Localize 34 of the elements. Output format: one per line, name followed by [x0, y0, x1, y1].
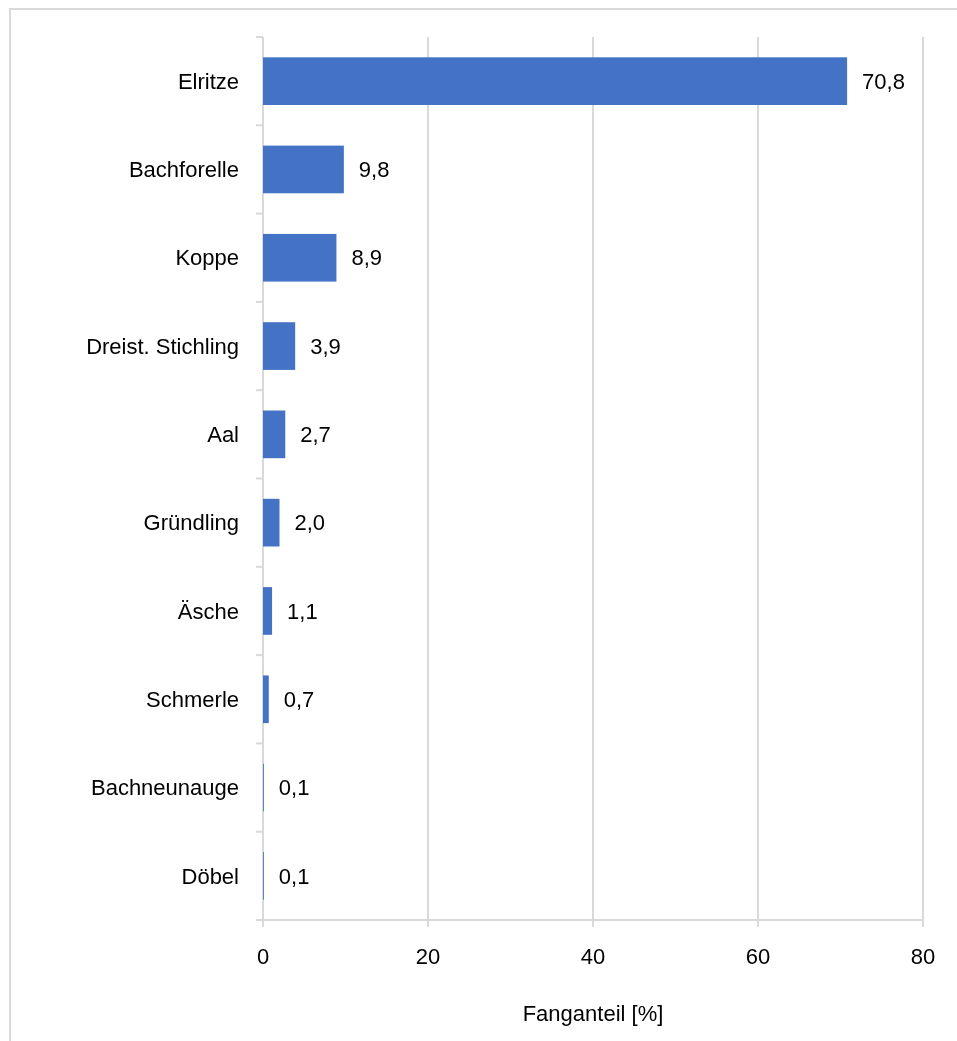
data-label: 0,7	[283, 686, 315, 712]
data-label: 0,1	[278, 775, 310, 801]
data-label: 70,8	[862, 68, 905, 94]
y-tick-label: Bachforelle	[128, 157, 239, 183]
data-label: 9,8	[358, 157, 390, 183]
x-tick-label: 60	[745, 944, 771, 969]
x-tick-label: 20	[415, 944, 441, 969]
data-label: 3,9	[310, 333, 341, 359]
bar	[263, 498, 280, 547]
data-label: 1,1	[287, 598, 318, 624]
y-tick-label: Aal	[207, 422, 239, 448]
y-tick-label: Elritze	[177, 68, 239, 94]
bar	[263, 145, 344, 194]
x-tick-label: 40	[580, 944, 606, 969]
y-tick-label: Äsche	[177, 598, 239, 624]
bar	[263, 322, 296, 370]
y-tick-label: Döbel	[181, 863, 239, 889]
y-tick-label: Schmerle	[146, 686, 239, 712]
y-tick-label: Gründling	[143, 510, 239, 536]
bar	[263, 587, 273, 635]
y-tick-label: Bachneunauge	[90, 775, 239, 801]
bar	[263, 233, 337, 282]
data-label: 2,7	[300, 422, 331, 448]
bar	[263, 57, 848, 105]
data-label: 0,1	[278, 863, 310, 889]
x-tick-label: 80	[910, 944, 936, 969]
data-label: 2,0	[294, 510, 326, 536]
y-tick-label: Koppe	[175, 245, 239, 271]
x-axis-title: Fanganteil [%]	[522, 1001, 664, 1026]
y-tick-label: Dreist. Stichling	[86, 333, 239, 359]
x-tick-label: 0	[256, 944, 270, 969]
bar	[263, 410, 286, 459]
data-label: 8,9	[351, 245, 383, 271]
bar	[263, 675, 269, 724]
